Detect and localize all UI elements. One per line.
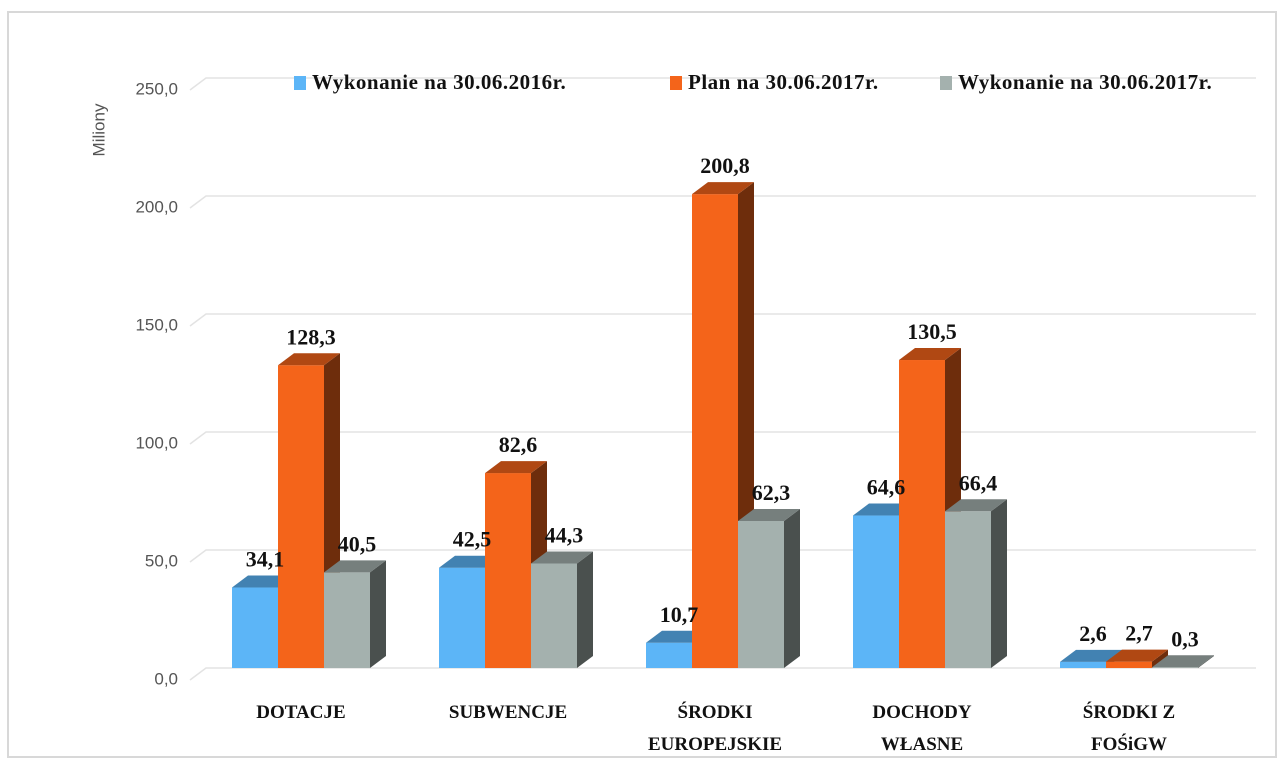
bar-top [1106,649,1168,662]
bar-top [485,461,547,474]
bar-top [1060,649,1122,662]
grid-line [189,313,1256,327]
bar [1106,661,1152,668]
y-tick-label: 250,0 [135,79,178,98]
data-label: 10,7 [660,602,699,627]
x-tick-label: DOTACJE [256,702,346,723]
bar [1060,661,1106,668]
legend-label: Wykonanie na 30.06.2017r. [958,70,1212,94]
x-tick-label: DOCHODY WŁASNE [872,702,972,755]
bar [531,563,577,668]
data-label: 62,3 [752,480,791,505]
bar [278,365,324,668]
bar [1152,667,1198,668]
y-axis-title: Miliony [89,103,108,156]
data-label: 64,6 [867,475,906,500]
data-label: 66,4 [959,470,998,495]
bar [232,587,278,668]
data-label: 82,6 [499,432,538,457]
data-label: 128,3 [286,324,336,349]
data-label: 42,5 [453,527,492,552]
bar [439,567,485,668]
x-tick-label: ŚRODKI Z FOŚiGW [1082,702,1176,755]
legend-swatch [670,76,682,90]
data-label: 44,3 [545,522,584,547]
bar [646,642,692,668]
bar-side [370,560,386,668]
legend-swatch [294,76,306,90]
bar-top [531,551,593,564]
bar [738,520,784,668]
data-label: 200,8 [700,153,750,178]
data-label: 130,5 [907,319,957,344]
y-tick-label: 100,0 [135,433,178,452]
bar-side [784,508,800,668]
grid-line [189,77,1256,91]
bar-top [899,348,961,361]
bar [899,360,945,668]
grid-line [189,195,1256,209]
x-tick-label: ŚRODKI EUROPEJSKIE [647,702,783,755]
y-tick-label: 200,0 [135,197,178,216]
bar-top [945,499,1007,512]
bar-side [991,499,1007,668]
data-label: 2,7 [1125,621,1153,646]
bar-side [577,551,593,668]
bar-top [738,508,800,521]
legend-label: Plan na 30.06.2017r. [688,70,879,94]
data-label: 2,6 [1079,621,1107,646]
bar [853,515,899,668]
legend-label: Wykonanie na 30.06.2016r. [312,70,566,94]
bar [945,511,991,668]
bar-top [692,182,754,195]
y-tick-label: 150,0 [135,315,178,334]
bar [485,473,531,668]
grid-line [189,667,1256,681]
bar-top [278,353,340,366]
x-tick-label: SUBWENCJE [448,702,568,723]
y-tick-label: 0,0 [154,669,178,688]
bar [692,194,738,668]
data-label: 0,3 [1171,626,1199,651]
bar-side [1152,649,1168,668]
bar-top [324,560,386,573]
bar-side [1198,655,1214,668]
bar [324,572,370,668]
data-label: 40,5 [338,531,377,556]
bar-top [1152,655,1214,668]
data-label: 34,1 [246,547,285,572]
y-tick-label: 50,0 [145,551,178,570]
legend-swatch [940,76,952,90]
frame [7,11,1277,758]
